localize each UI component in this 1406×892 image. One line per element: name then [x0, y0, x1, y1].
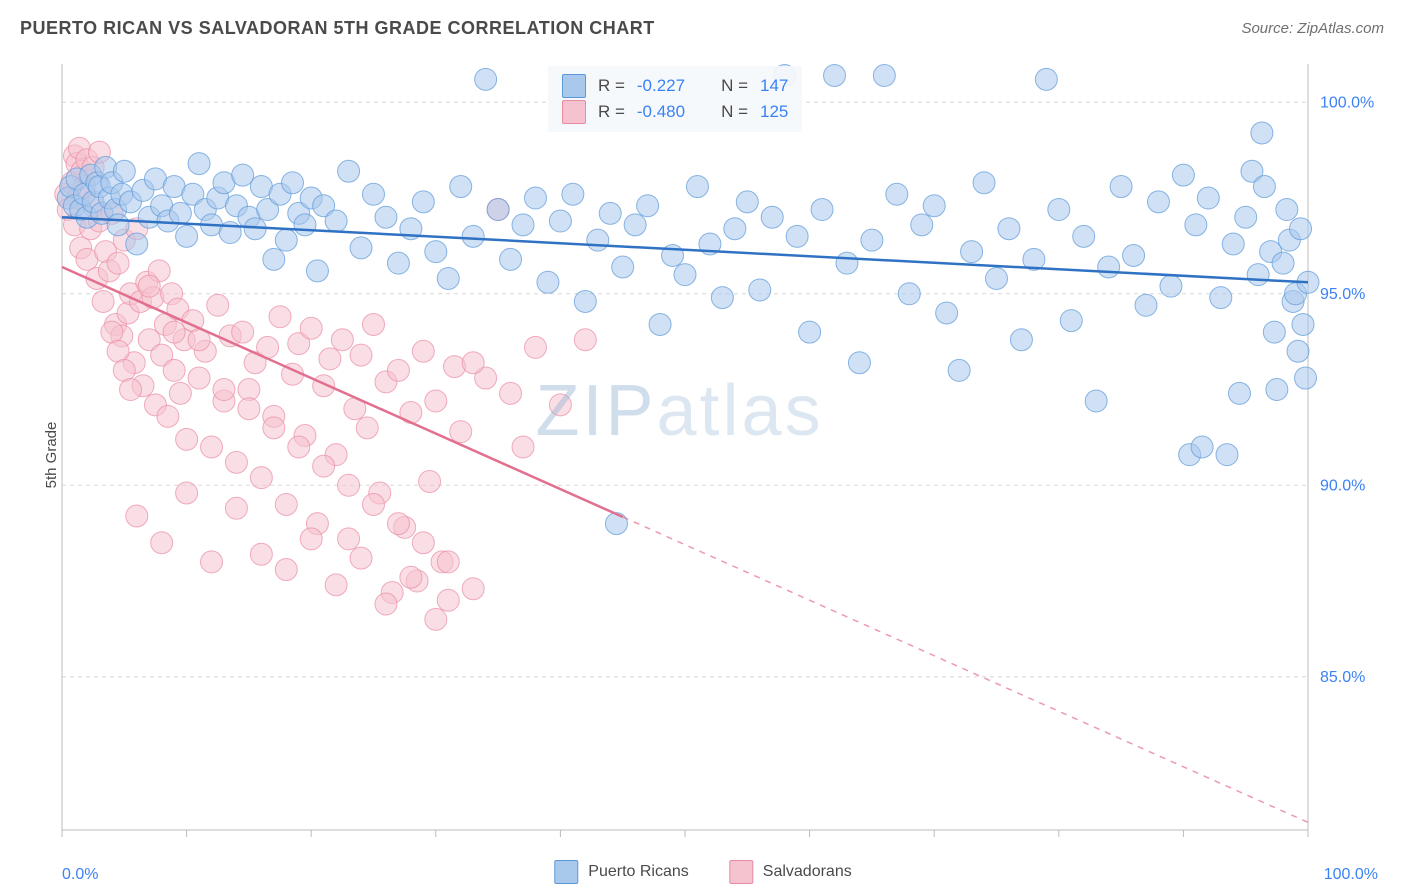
svg-text:95.0%: 95.0%	[1320, 286, 1365, 303]
chart-area: 5th Grade 85.0% 90.0% 95.0% 100.0% R = -0.2…	[18, 56, 1388, 854]
n-label: N =	[721, 102, 748, 122]
correlation-legend: R = -0.227 N = 147 R = -0.480 N = 125	[548, 66, 802, 132]
n-label: N =	[721, 76, 748, 96]
swatch-series-a	[562, 74, 586, 98]
x-min-label: 0.0%	[62, 866, 98, 884]
chart-container: PUERTO RICAN VS SALVADORAN 5TH GRADE COR…	[0, 0, 1406, 892]
swatch-series-b	[729, 860, 753, 884]
series-b-r-value: -0.480	[637, 102, 685, 122]
correlation-row-b: R = -0.480 N = 125	[562, 100, 788, 124]
scatter-chart: 85.0% 90.0% 95.0% 100.0%	[18, 56, 1388, 854]
legend-label-a: Puerto Ricans	[588, 863, 689, 881]
svg-text:85.0%: 85.0%	[1320, 669, 1365, 686]
legend-item-a: Puerto Ricans	[554, 860, 689, 884]
y-axis-label: 5th Grade	[43, 422, 60, 489]
x-max-label: 100.0%	[1324, 866, 1378, 884]
legend-item-b: Salvadorans	[729, 860, 852, 884]
r-label: R =	[598, 76, 625, 96]
svg-text:90.0%: 90.0%	[1320, 477, 1365, 494]
chart-title: PUERTO RICAN VS SALVADORAN 5TH GRADE COR…	[20, 18, 655, 39]
bottom-legend: Puerto Ricans Salvadorans	[554, 860, 851, 884]
swatch-series-b	[562, 100, 586, 124]
legend-label-b: Salvadorans	[763, 863, 852, 881]
x-axis-row: 0.0% Puerto Ricans Salvadorans 100.0%	[18, 856, 1388, 884]
svg-text:100.0%: 100.0%	[1320, 94, 1374, 111]
correlation-row-a: R = -0.227 N = 147	[562, 74, 788, 98]
r-label: R =	[598, 102, 625, 122]
series-a-r-value: -0.227	[637, 76, 685, 96]
swatch-series-a	[554, 860, 578, 884]
series-b-n-value: 125	[760, 102, 788, 122]
series-a-n-value: 147	[760, 76, 788, 96]
source-label: Source: ZipAtlas.com	[1241, 20, 1384, 37]
